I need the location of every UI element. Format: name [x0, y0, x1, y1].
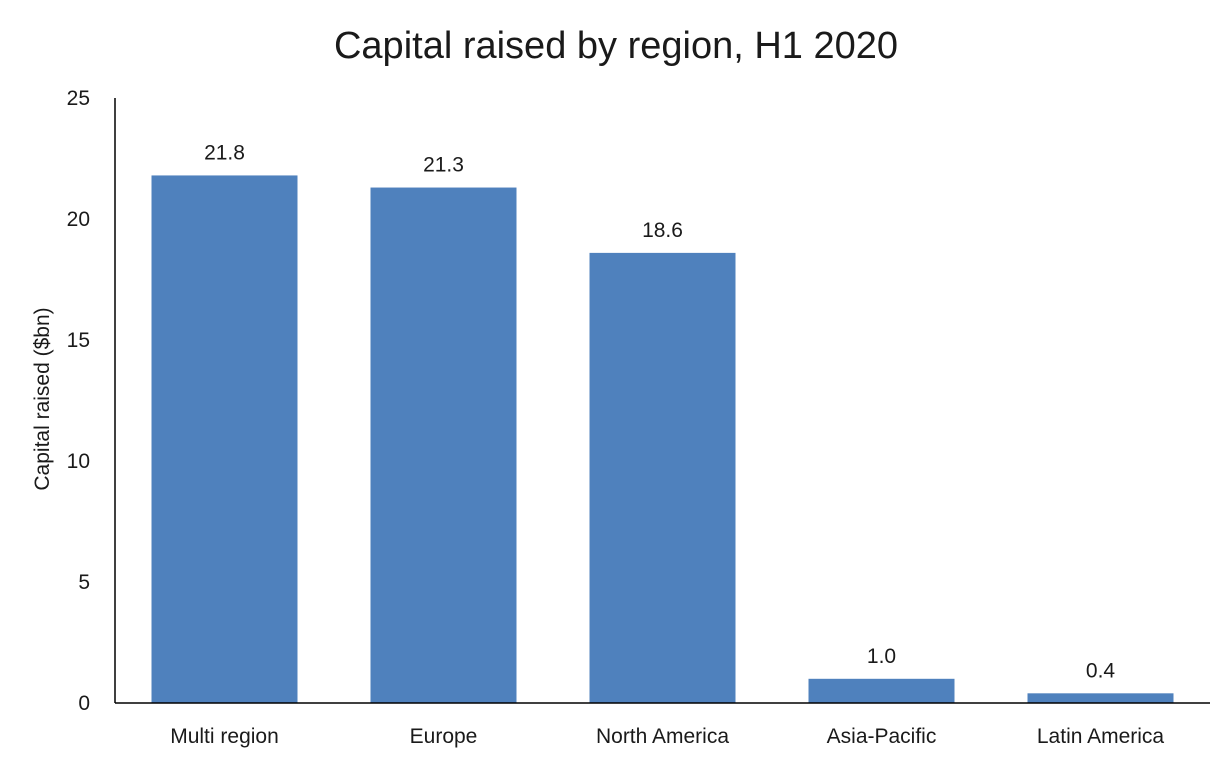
x-category-label: Asia-Pacific [827, 725, 937, 748]
x-category-label: Europe [410, 725, 478, 748]
data-label: 21.8 [204, 141, 245, 164]
bar-north-america [589, 252, 736, 703]
bar-multi-region [151, 175, 298, 703]
y-tick-labels-layer: 0 5 10 15 20 25 [67, 87, 90, 715]
x-category-label: Latin America [1037, 725, 1165, 748]
y-tick-label: 10 [67, 450, 90, 473]
chart-title: Capital raised by region, H1 2020 [334, 25, 898, 67]
y-tick-label: 15 [67, 329, 90, 352]
bars-layer [151, 175, 1174, 704]
data-label: 18.6 [642, 219, 683, 242]
y-tick-label: 25 [67, 87, 90, 110]
x-category-label: North America [596, 725, 729, 748]
data-label: 0.4 [1086, 659, 1116, 682]
y-tick-label: 5 [78, 571, 90, 594]
bar-europe [370, 187, 517, 704]
y-tick-label: 20 [67, 208, 90, 231]
bar-asia-pacific [808, 678, 955, 703]
x-category-label: Multi region [170, 725, 279, 748]
y-tick-label: 0 [78, 692, 90, 715]
bar-latin-america [1027, 693, 1174, 703]
y-axis-title: Capital raised ($bn) [31, 307, 54, 490]
data-labels-layer: 21.8 21.3 18.6 1.0 0.4 [204, 141, 1115, 682]
data-label: 1.0 [867, 645, 896, 668]
x-category-labels-layer: Multi region Europe North America Asia-Paci… [170, 725, 1164, 748]
data-label: 21.3 [423, 154, 464, 177]
